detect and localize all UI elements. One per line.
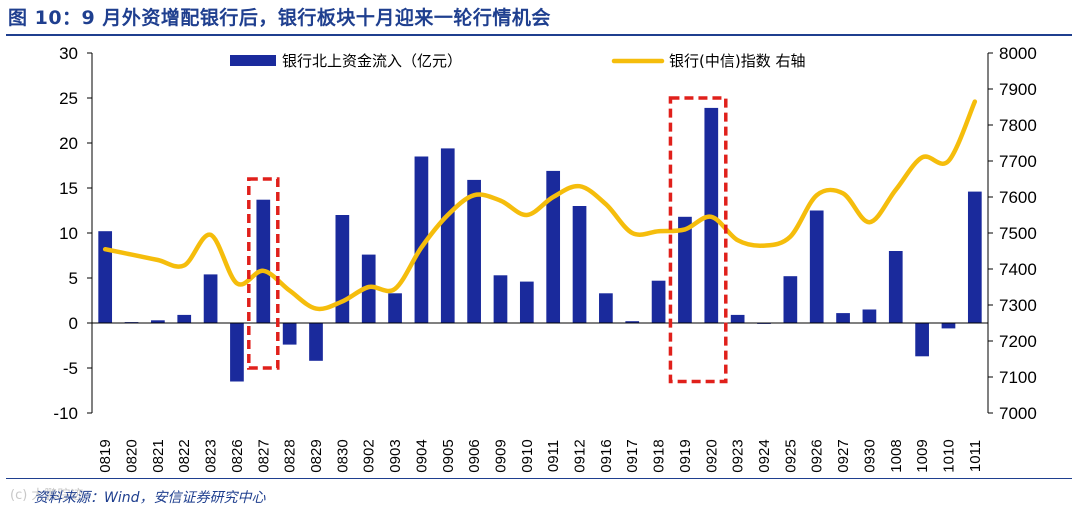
x-tick-label: 0924 — [756, 439, 773, 472]
x-tick-label: 0828 — [282, 439, 299, 472]
x-tick-label: 0821 — [150, 439, 167, 472]
x-tick-label: 1009 — [914, 439, 931, 472]
x-tick-label: 0923 — [730, 439, 747, 472]
bar-0819 — [98, 231, 113, 323]
x-tick-label: 0920 — [703, 439, 720, 472]
x-tick-label: 0819 — [97, 439, 114, 472]
x-tick-label: 0903 — [387, 439, 404, 472]
bar-1009 — [915, 323, 929, 357]
footer-divider — [6, 478, 1072, 479]
figure-title: 图 10：9 月外资增配银行后，银行板块十月迎来一轮行情机会 — [8, 7, 551, 29]
left-tick-label: 15 — [59, 179, 78, 198]
bar-1008 — [888, 251, 903, 323]
bar-0910 — [519, 281, 534, 323]
bar-1010 — [941, 323, 956, 329]
x-tick-label: 0830 — [334, 439, 351, 472]
x-tick-label: 0822 — [176, 439, 193, 472]
right-tick-label: 7500 — [999, 224, 1037, 243]
bar-0904 — [414, 156, 429, 323]
title-divider — [6, 34, 1072, 36]
bar-0917 — [625, 321, 640, 323]
bar-0830 — [335, 215, 350, 323]
index-line-series — [102, 99, 978, 312]
left-tick-label: 25 — [59, 89, 78, 108]
x-tick-label: 0927 — [835, 439, 852, 472]
bar-0827 — [256, 199, 271, 323]
bar-0919 — [678, 216, 692, 323]
legend-bar-label: 银行北上资金流入（亿元） — [282, 52, 462, 70]
watermark: (c) 大鹏踪迹 — [10, 488, 84, 503]
right-tick-label: 7800 — [999, 116, 1037, 135]
legend-bar-swatch — [230, 55, 276, 66]
x-tick-label: 0906 — [466, 439, 483, 472]
x-tick-label: 0918 — [651, 439, 668, 472]
x-tick-label: 0902 — [361, 439, 378, 472]
x-tick-label: 0826 — [229, 439, 246, 472]
left-tick-label: 0 — [69, 314, 78, 333]
x-tick-label: 0823 — [203, 439, 220, 472]
bar-0916 — [599, 293, 613, 323]
bar-0828 — [282, 323, 297, 345]
x-tick-label: 0911 — [545, 440, 562, 472]
x-tick-label: 0916 — [598, 439, 615, 472]
bar-0829 — [309, 323, 323, 361]
left-tick-label: -10 — [53, 404, 78, 423]
bar-1011 — [967, 191, 982, 323]
x-tick-label: 0930 — [861, 439, 878, 472]
bar-0911 — [546, 170, 561, 323]
x-tick-label: 1011 — [967, 440, 984, 472]
bar-0905 — [440, 148, 455, 323]
bar-0925 — [783, 276, 798, 323]
right-tick-label: 8000 — [999, 44, 1037, 63]
bar-0912 — [572, 206, 587, 323]
bar-0918 — [651, 280, 666, 323]
right-tick-label: 7000 — [999, 404, 1037, 423]
x-tick-label: 0904 — [413, 439, 430, 472]
bar-0821 — [151, 320, 165, 323]
left-tick-label: 5 — [69, 269, 78, 288]
highlight-box-1 — [247, 177, 280, 370]
bar-0909 — [493, 275, 508, 323]
right-tick-label: 7100 — [999, 368, 1037, 387]
bar-0930 — [862, 309, 877, 323]
x-tick-label: 0820 — [124, 439, 141, 472]
right-tick-label: 7400 — [999, 260, 1037, 279]
right-tick-label: 7200 — [999, 332, 1037, 351]
x-tick-label: 0905 — [440, 439, 457, 472]
left-tick-label: 10 — [59, 224, 78, 243]
x-tick-label: 1010 — [940, 439, 957, 472]
x-tick-label: 0917 — [624, 439, 641, 472]
x-tick-label: 0912 — [572, 439, 589, 472]
left-tick-label: 30 — [59, 44, 78, 63]
x-tick-label: 0827 — [255, 439, 272, 472]
left-tick-label: -5 — [63, 359, 78, 378]
bar-0923 — [730, 314, 745, 323]
bar-0823 — [203, 274, 218, 323]
right-tick-label: 7700 — [999, 152, 1037, 171]
bar-0826 — [230, 323, 244, 382]
x-tick-label: 0926 — [809, 439, 826, 472]
x-tick-label: 0829 — [308, 439, 325, 472]
right-tick-label: 7300 — [999, 296, 1037, 315]
bar-0926 — [809, 210, 824, 323]
right-tick-label: 7900 — [999, 80, 1037, 99]
bar-0903 — [388, 293, 402, 323]
source-note: 资料来源：Wind，安信证券研究中心 — [34, 490, 266, 506]
left-tick-label: 20 — [59, 134, 78, 153]
bar-0906 — [467, 179, 481, 323]
bar-0927 — [836, 313, 850, 323]
x-tick-label: 0919 — [677, 439, 694, 472]
highlight-box-2 — [668, 96, 728, 384]
x-tick-label: 0909 — [492, 439, 509, 472]
right-tick-label: 7600 — [999, 188, 1037, 207]
x-tick-label: 0925 — [782, 439, 799, 472]
x-tick-label: 0910 — [519, 439, 536, 472]
legend-line-label: 银行(中信)指数 右轴 — [669, 52, 805, 70]
x-tick-label: 1008 — [888, 439, 905, 472]
bar-0822 — [177, 314, 192, 323]
